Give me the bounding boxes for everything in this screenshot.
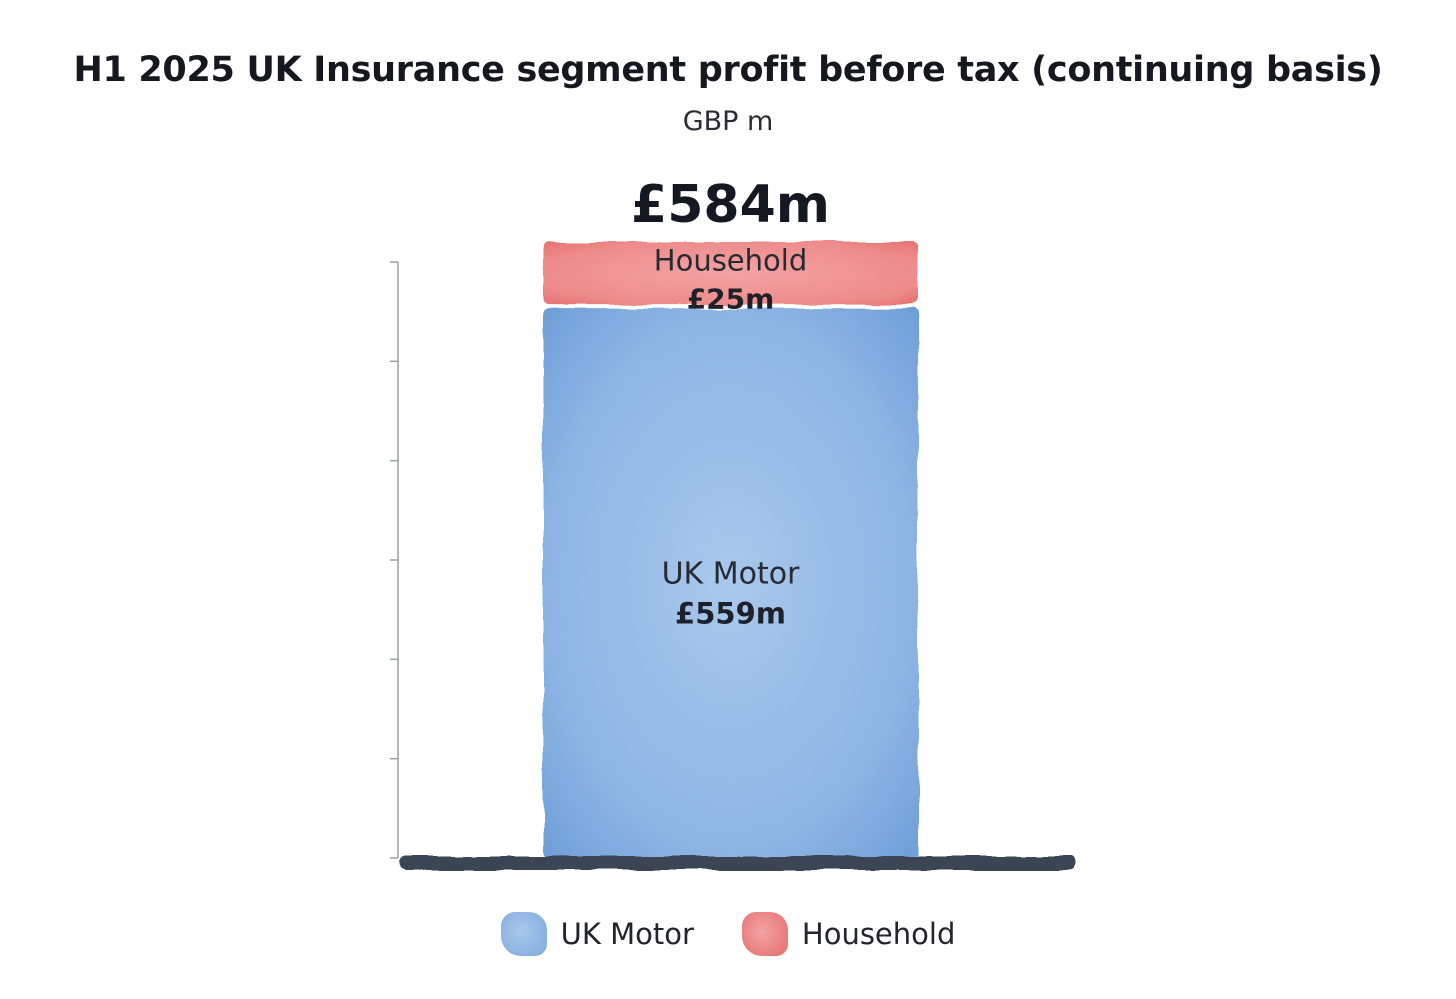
legend-label-household: Household — [801, 917, 956, 951]
uk-motor-segment-label: UK Motor — [662, 556, 801, 591]
legend-label-uk-motor: UK Motor — [560, 917, 694, 951]
y-axis-ticks — [390, 261, 398, 859]
bar-segment-household — [543, 242, 918, 305]
household-segment-value: £25m — [687, 282, 775, 315]
household-segment-label: Household — [654, 243, 807, 277]
legend-swatch-uk-motor — [500, 912, 547, 956]
chart-title: H1 2025 UK Insurance segment profit befo… — [73, 50, 1383, 90]
bar-segment-uk-motor — [543, 308, 918, 858]
uk-motor-segment-value: £559m — [675, 596, 786, 630]
chart-subtitle: GBP m — [682, 106, 774, 137]
x-axis-baseline — [398, 856, 1078, 870]
legend-swatch-household — [741, 912, 788, 956]
legend-item-household: Household — [741, 912, 956, 956]
legend-item-uk-motor: UK Motor — [500, 912, 694, 956]
legend: UK Motor Household — [0, 912, 1456, 956]
total-value-label: £584m — [631, 175, 830, 235]
